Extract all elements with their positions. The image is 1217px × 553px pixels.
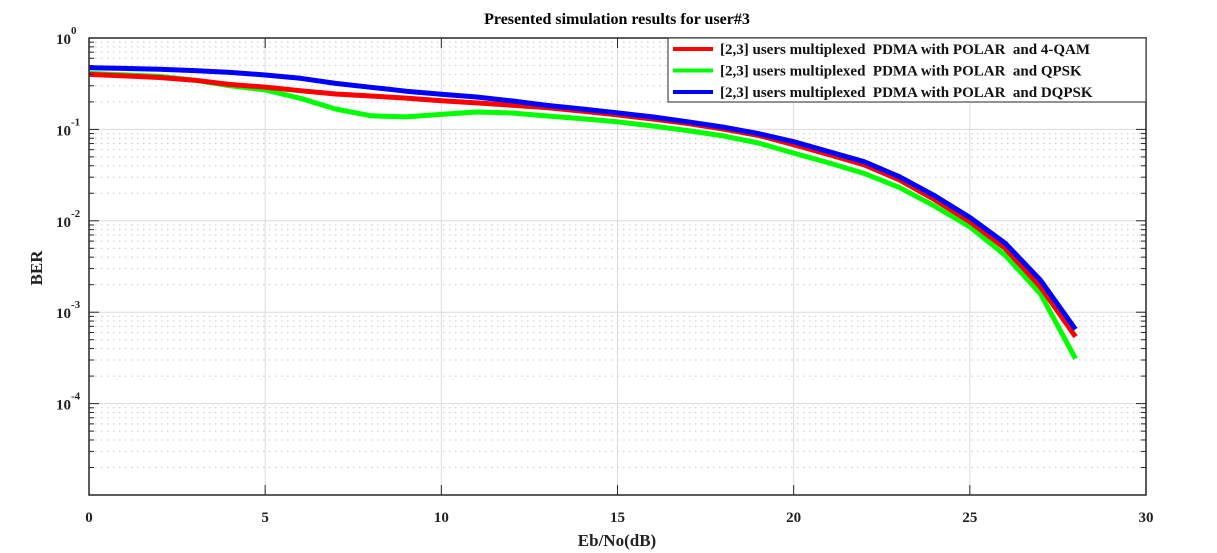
- x-tick-label: 0: [85, 510, 93, 526]
- legend-box: [667, 37, 1147, 103]
- legend-entry: [2,3] users multiplexed PDMA with POLAR …: [673, 64, 1082, 80]
- y-tick-base: 10: [56, 123, 71, 139]
- y-tick-label: 10-2: [56, 208, 81, 231]
- series-line-1: [88, 71, 1078, 339]
- x-tick-label: 15: [610, 510, 625, 526]
- y-tick-label: 10-3: [56, 299, 81, 322]
- major-grid: [88, 37, 1147, 496]
- y-tick-exponent: -1: [71, 116, 80, 128]
- chart-title: Presented simulation results for user#3: [484, 11, 750, 28]
- y-tick-exponent: -4: [71, 391, 81, 403]
- legend-label: [2,3] users multiplexed PDMA with POLAR …: [720, 64, 1082, 80]
- legend-entry: [2,3] users multiplexed PDMA with POLAR …: [673, 42, 1090, 58]
- y-tick-base: 10: [56, 306, 71, 322]
- series-layer: [88, 65, 1078, 360]
- x-tick-label: 5: [261, 510, 269, 526]
- y-tick-exponent: 0: [71, 25, 77, 37]
- x-tick-label: 10: [434, 510, 449, 526]
- x-tick-label: 30: [1139, 510, 1154, 526]
- y-tick-label: 10-4: [56, 391, 81, 414]
- legend-entry: [2,3] users multiplexed PDMA with POLAR …: [673, 85, 1093, 101]
- x-axis-label: Eb/No(dB): [578, 531, 656, 550]
- y-tick-base: 10: [56, 32, 71, 48]
- x-tick-label: 25: [962, 510, 977, 526]
- y-tick-base: 10: [56, 215, 71, 231]
- legend-label: [2,3] users multiplexed PDMA with POLAR …: [720, 85, 1093, 101]
- x-tick-label: 20: [786, 510, 801, 526]
- y-tick-label: 100: [56, 25, 77, 48]
- x-tick-labels: 0 5 10 15 20 25 30: [85, 510, 1153, 526]
- y-tick-exponent: -2: [71, 208, 81, 220]
- y-tick-exponent: -3: [71, 299, 81, 311]
- y-axis-label: BER: [27, 250, 46, 286]
- legend: [2,3] users multiplexed PDMA with POLAR …: [667, 37, 1147, 103]
- legend-label: [2,3] users multiplexed PDMA with POLAR …: [720, 42, 1090, 58]
- series-line-3: [88, 65, 1078, 331]
- y-tick-label: 10-1: [56, 116, 80, 139]
- y-tick-base: 10: [56, 398, 71, 414]
